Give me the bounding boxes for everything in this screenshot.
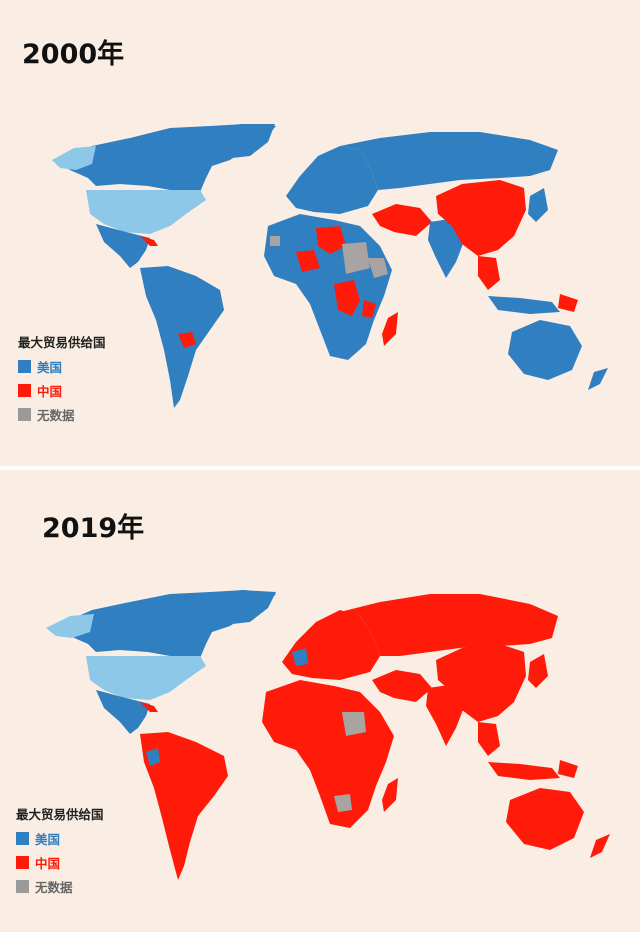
region-new-zealand bbox=[588, 368, 608, 390]
region-colombia bbox=[146, 748, 160, 766]
region-middle-east bbox=[372, 670, 432, 702]
region-china bbox=[436, 644, 526, 722]
legend-label-nodata: 无数据 bbox=[35, 879, 73, 895]
region-madagascar bbox=[382, 778, 398, 812]
map-panel-2019: 2019年 最大贸易供给国 bbox=[0, 466, 640, 932]
region-africa-china-4 bbox=[362, 300, 376, 318]
region-paraguay bbox=[178, 332, 196, 348]
region-australia bbox=[506, 788, 584, 850]
region-greenland bbox=[218, 590, 276, 624]
legend-item-nodata: 无数据 bbox=[16, 877, 104, 895]
region-japan bbox=[528, 188, 548, 222]
legend-item-china: 中国 bbox=[18, 381, 106, 399]
region-india bbox=[426, 684, 466, 746]
panel-divider bbox=[0, 466, 640, 470]
region-australia bbox=[508, 320, 582, 380]
region-china bbox=[436, 180, 526, 256]
legend: 最大贸易供给国 美国 中国 无数据 bbox=[18, 332, 106, 429]
region-mexico bbox=[96, 224, 150, 268]
legend: 最大贸易供给国 美国 中国 无数据 bbox=[16, 804, 104, 901]
region-europe bbox=[286, 146, 378, 214]
region-usa bbox=[86, 190, 206, 234]
region-caribbean bbox=[140, 236, 158, 246]
region-europe-usa bbox=[292, 648, 308, 666]
legend-swatch-china bbox=[18, 383, 31, 397]
region-africa-china-2 bbox=[296, 250, 320, 272]
region-africa-nodata-1 bbox=[342, 242, 370, 274]
legend-item-usa: 美国 bbox=[18, 357, 106, 375]
legend-title: 最大贸易供给国 bbox=[18, 335, 106, 350]
legend-label-usa: 美国 bbox=[35, 831, 61, 847]
region-new-zealand bbox=[590, 834, 610, 858]
region-alaska bbox=[46, 614, 94, 638]
region-russia bbox=[340, 594, 558, 656]
legend-label-usa: 美国 bbox=[37, 359, 63, 375]
region-greenland bbox=[218, 124, 275, 158]
legend-swatch-usa bbox=[16, 831, 29, 845]
region-se-asia bbox=[478, 256, 500, 290]
legend-item-china: 中国 bbox=[16, 853, 104, 871]
region-ethiopia bbox=[368, 258, 388, 278]
region-japan bbox=[528, 654, 548, 688]
year-title: 2019年 bbox=[42, 513, 145, 544]
legend-swatch-nodata bbox=[16, 879, 29, 893]
legend-label-china: 中国 bbox=[35, 855, 61, 871]
region-madagascar bbox=[382, 312, 398, 346]
region-africa-china-3 bbox=[334, 280, 360, 316]
region-alaska bbox=[52, 146, 96, 170]
world-map-2019 bbox=[46, 590, 610, 880]
map-panel-2000: 2000年 bbox=[18, 39, 608, 429]
region-indonesia bbox=[488, 296, 560, 314]
region-south-america bbox=[140, 732, 228, 880]
legend-item-usa: 美国 bbox=[16, 829, 104, 847]
region-russia bbox=[340, 132, 558, 190]
region-indonesia bbox=[488, 762, 560, 780]
region-middle-east-china bbox=[372, 204, 432, 236]
year-title: 2000年 bbox=[22, 39, 125, 70]
region-africa-china-1 bbox=[316, 226, 346, 254]
region-mexico bbox=[96, 690, 150, 734]
legend-item-nodata: 无数据 bbox=[18, 405, 106, 423]
legend-swatch-china bbox=[16, 855, 29, 869]
region-usa bbox=[86, 656, 206, 700]
legend-label-nodata: 无数据 bbox=[37, 407, 75, 423]
legend-label-china: 中国 bbox=[37, 383, 63, 399]
region-africa-nodata-2 bbox=[270, 236, 280, 246]
region-africa-nodata-2 bbox=[334, 794, 352, 812]
legend-swatch-usa bbox=[18, 359, 31, 373]
world-map-2000 bbox=[52, 124, 608, 408]
legend-title: 最大贸易供给国 bbox=[16, 807, 104, 822]
legend-swatch-nodata bbox=[18, 407, 31, 421]
region-caribbean bbox=[140, 702, 158, 712]
region-africa-nodata-1 bbox=[342, 712, 366, 736]
region-png bbox=[558, 294, 578, 312]
region-png bbox=[558, 760, 578, 778]
region-africa bbox=[262, 680, 394, 828]
region-se-asia bbox=[478, 722, 500, 756]
